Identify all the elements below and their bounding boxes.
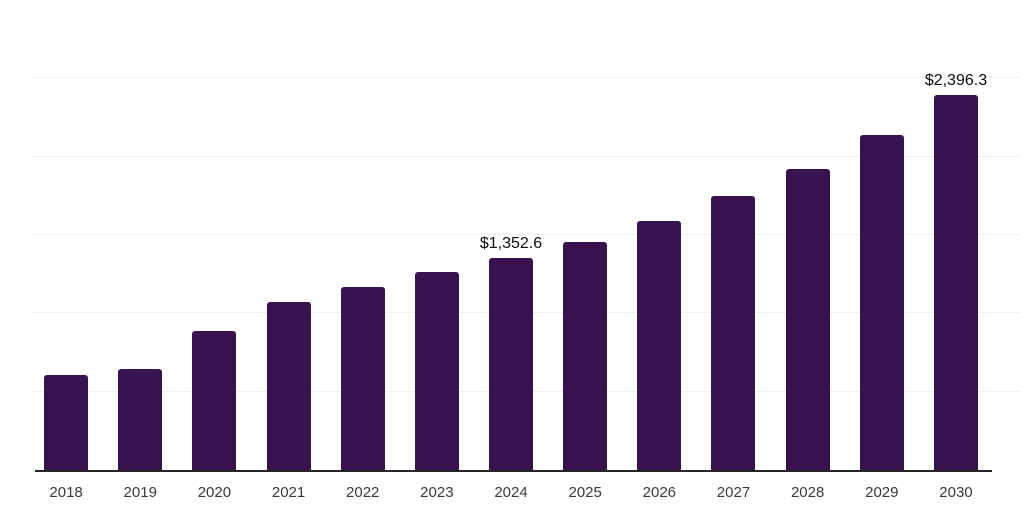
bar-2022[interactable] xyxy=(340,286,385,470)
bar-slot xyxy=(177,0,251,470)
x-tick-label-2025: 2025 xyxy=(568,484,602,501)
bar-slot xyxy=(622,0,696,470)
gridline xyxy=(30,155,1020,157)
bar-2026[interactable] xyxy=(637,220,682,470)
x-tick-label-2028: 2028 xyxy=(790,484,825,501)
x-tick-label-2019: 2019 xyxy=(123,484,157,501)
bar-value-label-2030: $2,396.3 xyxy=(924,71,988,89)
bar-slot xyxy=(845,0,919,470)
x-tick-label-2024: 2024 xyxy=(494,484,528,501)
bar-slot xyxy=(771,0,845,470)
bar-slot xyxy=(696,0,770,470)
gridline xyxy=(30,234,1020,235)
x-axis-tick-labels: 2018 2019 2020 2021 2022 2023 2024 2025 2026 2027… xyxy=(29,484,993,501)
x-tick-label-2027: 2027 xyxy=(716,484,751,501)
x-axis-line xyxy=(35,470,992,472)
x-tick-label-2029: 2029 xyxy=(865,484,899,501)
bar-slot: $1,352.6 xyxy=(474,0,548,470)
bars-layer: $1,352.6 $2,396.3 xyxy=(29,0,993,470)
bar-2029[interactable] xyxy=(859,134,904,470)
bar-2030[interactable] xyxy=(933,94,978,470)
x-tick-label-2026: 2026 xyxy=(642,484,677,501)
bar-2018[interactable] xyxy=(44,374,89,470)
bar-2025[interactable] xyxy=(563,241,608,470)
x-tick-label-2018: 2018 xyxy=(49,484,83,501)
x-tick-label-2020: 2020 xyxy=(197,484,232,501)
x-tick-label-2023: 2023 xyxy=(420,484,454,501)
x-tick-label-2030: 2030 xyxy=(939,484,973,501)
bar-2020[interactable] xyxy=(192,330,237,470)
bar-slot xyxy=(326,0,400,470)
bar-2027[interactable] xyxy=(711,195,756,470)
gridline xyxy=(30,77,1020,79)
x-tick-label-2021: 2021 xyxy=(271,484,306,501)
bar-slot xyxy=(29,0,103,470)
bar-slot xyxy=(400,0,474,470)
bar-slot xyxy=(103,0,177,470)
bar-slot: $2,396.3 xyxy=(919,0,993,470)
bar-2019[interactable] xyxy=(118,369,163,470)
x-tick-label-2022: 2022 xyxy=(346,484,380,501)
bar-value-label-2024: $1,352.6 xyxy=(479,235,543,253)
bar-2024[interactable] xyxy=(489,258,534,470)
bar-2021[interactable] xyxy=(266,301,311,470)
bar-2023[interactable] xyxy=(414,272,459,470)
plot-area: $1,352.6 $2,396.3 xyxy=(29,0,1020,472)
bar-slot xyxy=(251,0,325,470)
bar-2028[interactable] xyxy=(785,168,830,470)
bar-slot xyxy=(548,0,622,470)
